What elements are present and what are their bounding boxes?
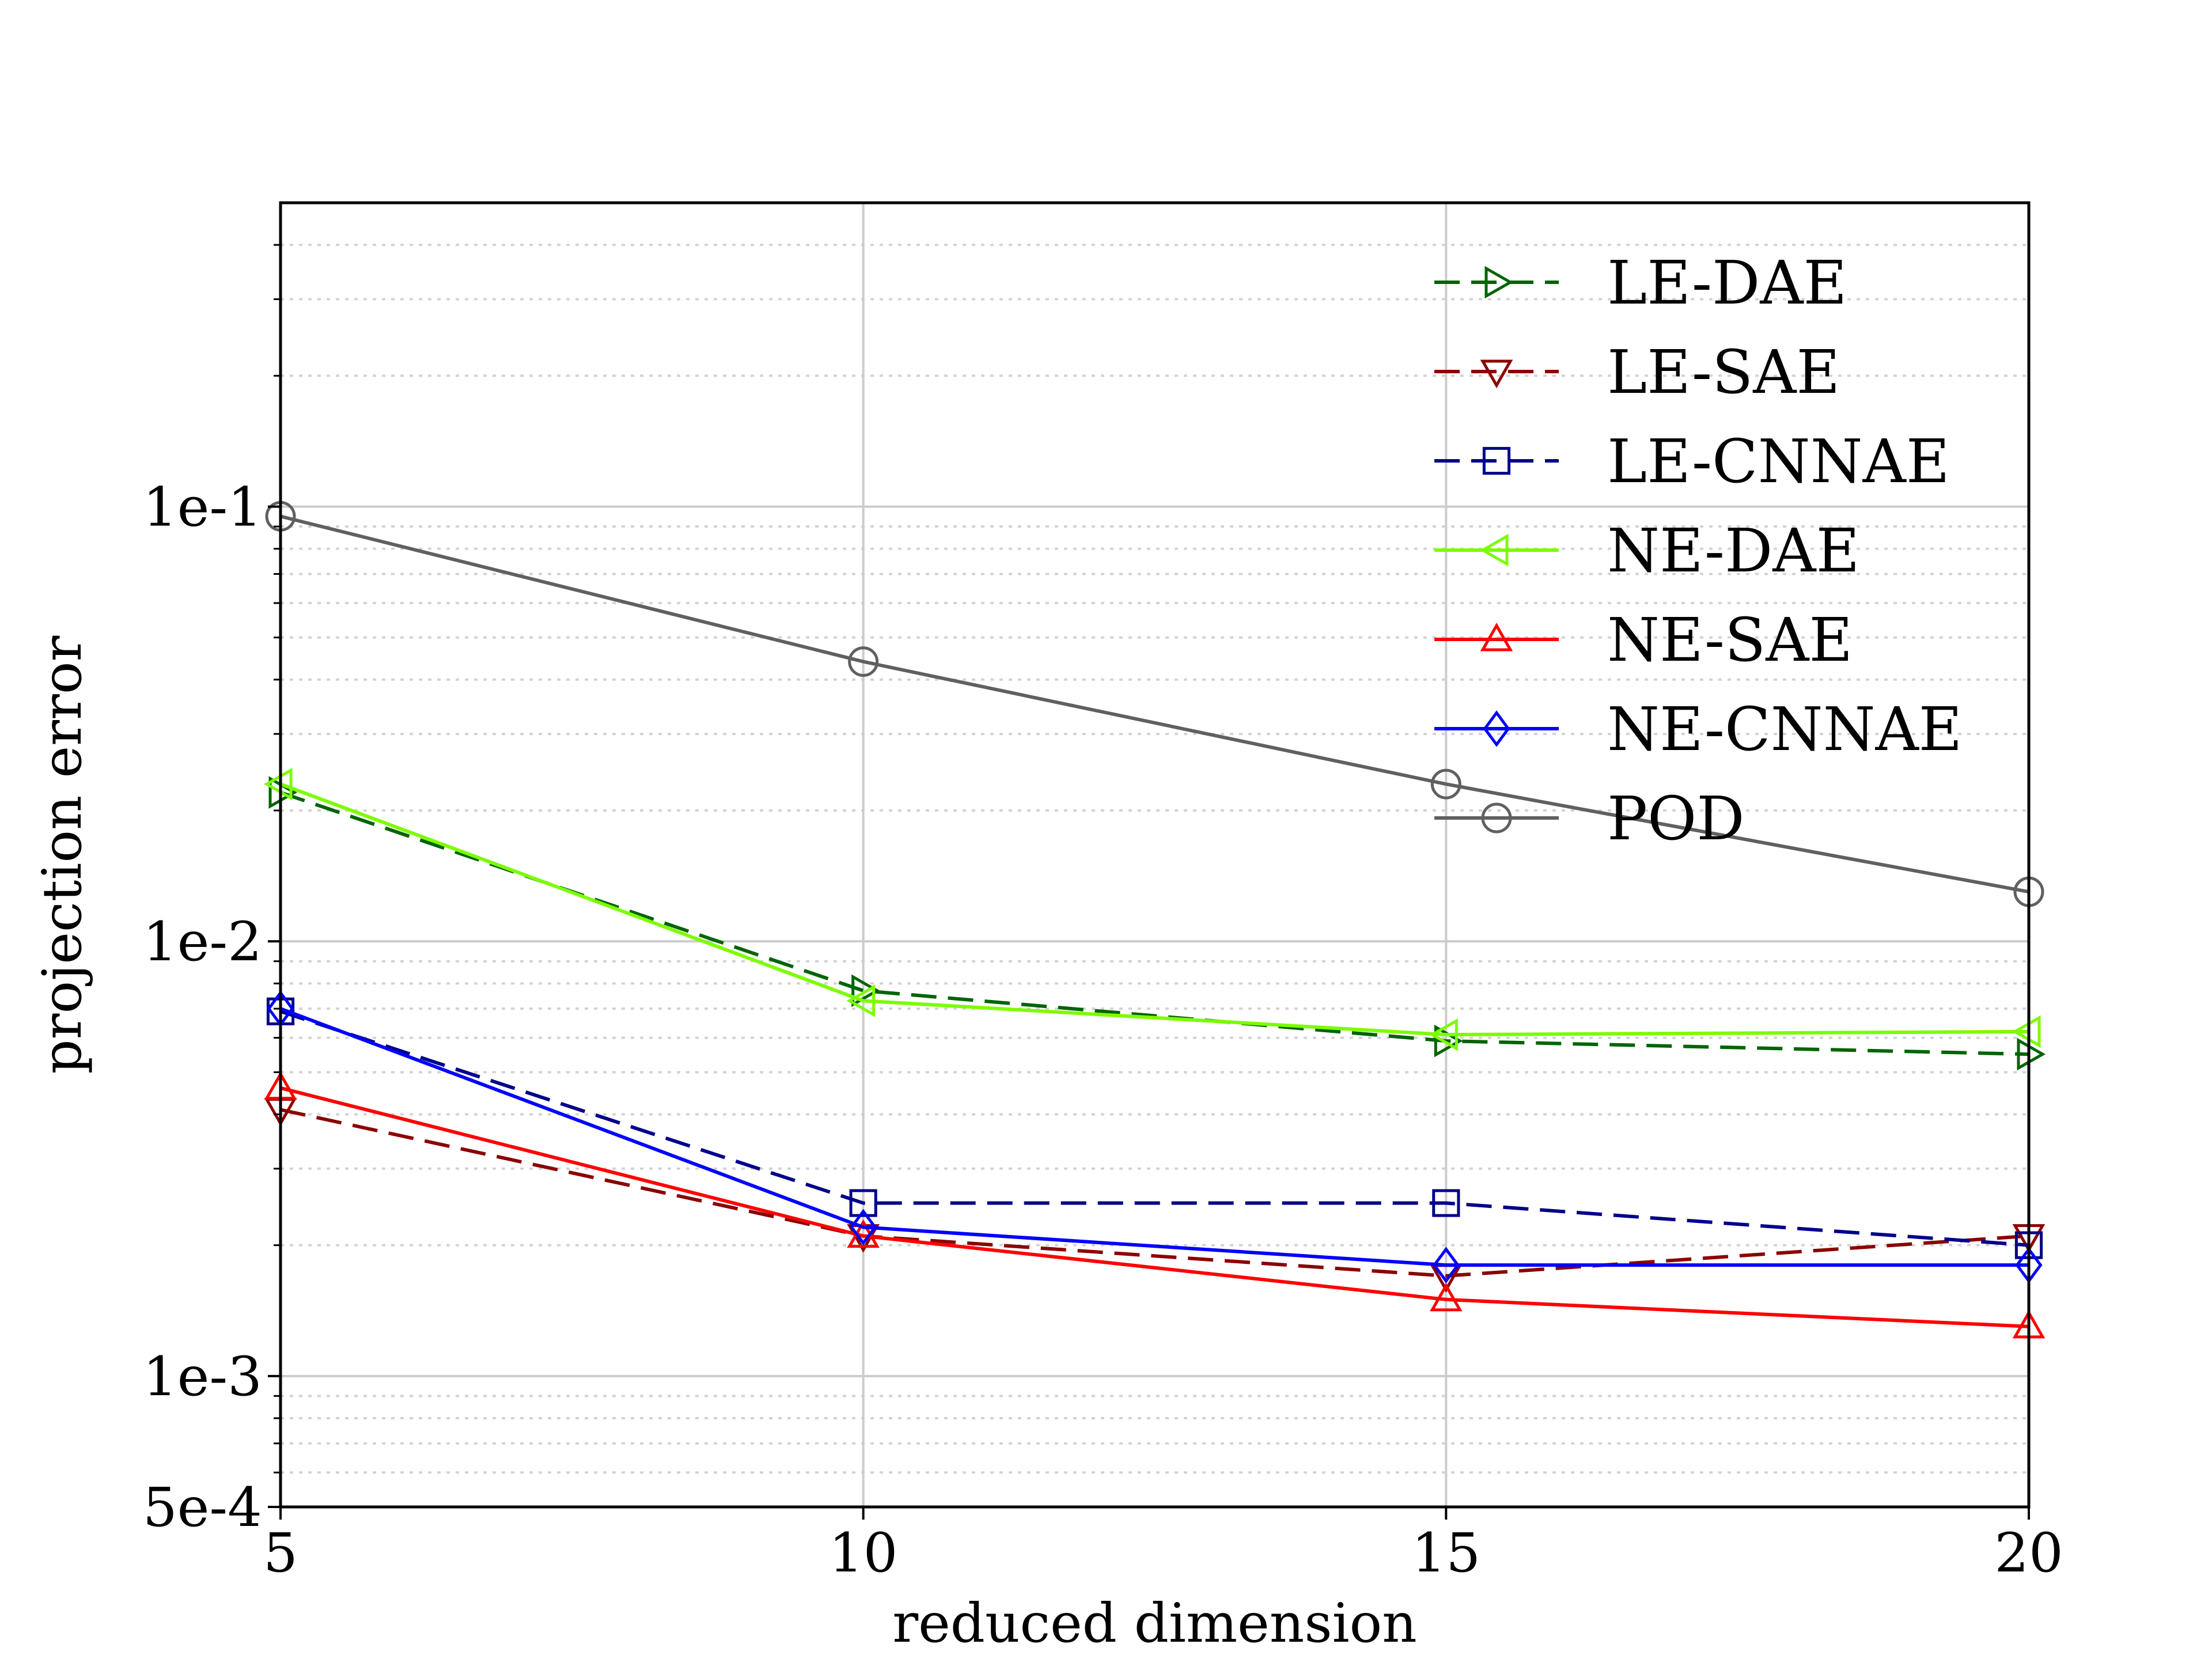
data-point-pod [1430, 768, 1461, 800]
legend-marker [1482, 446, 1511, 475]
series-line-ne-dae [279, 782, 2029, 1037]
legend-item-pod: POD [1434, 783, 1745, 854]
series-line-le-sae [280, 1108, 2029, 1278]
legend-item-le-cnnae: LE-CNNAE [1434, 426, 1950, 497]
data-point-le-cnnae [1432, 1189, 1460, 1217]
ticks-layer: 5 10 15 20 5e-4 1e-3 1e-2 1e-1 [143, 244, 2063, 1585]
y-tick-label: 5e-4 [143, 1476, 262, 1539]
legend-marker [1483, 710, 1510, 747]
legend-marker [1481, 802, 1512, 834]
series-layer [263, 501, 2046, 1339]
legend-item-le-sae: LE-SAE [1434, 337, 1840, 407]
x-tick-label: 15 [1412, 1522, 1481, 1585]
y-tick-label: 1e-2 [143, 911, 262, 974]
legend-item-ne-cnnae: NE-CNNAE [1434, 694, 1963, 764]
x-tick-label: 5 [263, 1522, 298, 1585]
legend-label: POD [1607, 783, 1745, 854]
data-point-ne-dae [846, 984, 876, 1017]
legend-item-ne-dae: NE-DAE [1434, 516, 1859, 586]
legend-label: LE-CNNAE [1607, 426, 1950, 497]
data-point-pod [848, 646, 879, 677]
data-point-ne-dae [1429, 1018, 1458, 1051]
data-point-le-dae [851, 974, 880, 1007]
x-tick-label: 10 [829, 1522, 898, 1585]
data-point-ne-dae [2012, 1015, 2041, 1048]
x-axis-label: reduced dimension [892, 1592, 1417, 1655]
legend-label: LE-SAE [1607, 337, 1840, 407]
data-point-ne-cnnae [850, 1209, 877, 1246]
legend-marker [1479, 533, 1509, 567]
legend-marker [1484, 266, 1514, 299]
y-tick-label: 1e-1 [143, 476, 262, 539]
y-tick-label: 1e-3 [143, 1346, 262, 1408]
legend-item-ne-sae: NE-SAE [1434, 605, 1853, 675]
minor-grid [281, 244, 2029, 1474]
plot-frame [279, 201, 2031, 1509]
data-point-le-cnnae [849, 1189, 877, 1217]
legend-label: NE-DAE [1607, 516, 1859, 586]
series-line-ne-cnnae [279, 1007, 2029, 1267]
legend-marker [1480, 359, 1513, 389]
legend-label: NE-CNNAE [1607, 694, 1963, 764]
legend-label: NE-SAE [1607, 605, 1853, 675]
x-tick-label: 20 [1994, 1522, 2063, 1585]
series-line-pod [280, 514, 2029, 894]
data-point-le-dae [2017, 1037, 2046, 1071]
y-axis-label: projection error [31, 635, 94, 1074]
series-line-ne-sae [280, 1086, 2029, 1328]
legend: LE-DAE LE-SAE LE-CNNAE NE-DAE NE-SAE NE-CNNAE… [1434, 248, 1963, 854]
data-point-ne-cnnae [1432, 1247, 1460, 1283]
legend-label: LE-DAE [1607, 248, 1847, 318]
legend-marker [1480, 622, 1513, 652]
data-point-ne-dae [263, 767, 293, 801]
data-point-ne-sae [1430, 1282, 1463, 1312]
series-ne-dae [263, 767, 2041, 1051]
legend-item-le-dae: LE-DAE [1434, 248, 1847, 318]
series-line-le-cnnae [280, 1009, 2029, 1247]
